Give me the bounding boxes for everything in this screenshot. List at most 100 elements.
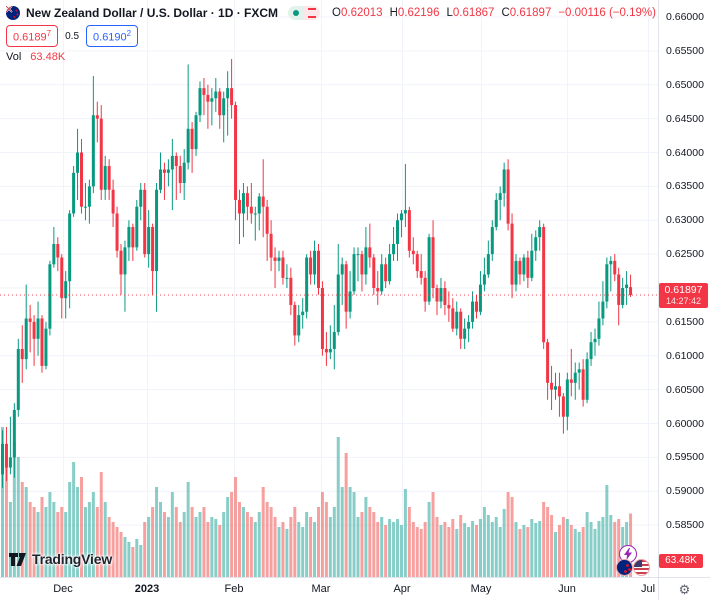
candle-body <box>95 115 99 119</box>
candle-body <box>589 342 593 360</box>
volume-bar <box>182 512 186 577</box>
candle-body <box>178 166 182 183</box>
volume-bar <box>64 512 68 577</box>
price-tick-label: 0.64500 <box>666 112 704 125</box>
price-tick-label: 0.65500 <box>666 44 704 57</box>
bid-button[interactable]: 0.61897 <box>6 25 59 47</box>
spread-label: 0.5 <box>65 30 80 42</box>
volume-bar <box>83 507 87 577</box>
volume-bar <box>348 487 352 577</box>
candle-body <box>257 196 261 214</box>
time-axis[interactable]: Dec 2023 Feb Mar Apr May Jun Jul <box>0 577 710 600</box>
symbol-title[interactable]: New Zealand Dollar / U.S. Dollar · 1D · … <box>26 6 279 20</box>
candle-body <box>324 348 328 353</box>
volume-bar <box>455 529 459 577</box>
volume-bar <box>218 525 222 577</box>
volume-bar <box>360 512 364 577</box>
ask-button[interactable]: 0.61902 <box>86 25 139 47</box>
candle-body <box>459 311 463 339</box>
price-tick-label: 0.63500 <box>666 180 704 193</box>
candle-body <box>87 186 91 207</box>
price-change: −0.00116 (−0.19%) <box>558 7 656 19</box>
volume-bar <box>593 529 597 577</box>
volume-bar <box>585 512 589 577</box>
chart-legend: New Zealand Dollar / U.S. Dollar · 1D · … <box>6 4 656 63</box>
candle-body <box>486 254 490 275</box>
time-tick-label: Jul <box>640 583 656 595</box>
candle-body <box>494 199 498 228</box>
nzd-symbol-flag-icon <box>6 6 20 20</box>
candle-body <box>396 220 399 244</box>
volume-bar <box>60 507 64 577</box>
volume-bar <box>542 502 546 577</box>
volume-bar <box>309 517 313 577</box>
candle-body <box>24 318 28 360</box>
volume-bar <box>538 521 542 577</box>
volume-bar <box>87 502 91 577</box>
candle-body <box>269 233 273 258</box>
volume-bar <box>573 529 577 577</box>
candle-body <box>56 243 60 258</box>
candle-body <box>253 213 257 215</box>
candle-body <box>127 227 131 248</box>
volume-bar <box>546 507 550 577</box>
candle-body <box>32 321 36 339</box>
candle-body <box>447 304 451 309</box>
volume-bar <box>431 492 435 577</box>
candle-body <box>40 318 44 366</box>
volume-bar <box>376 522 380 577</box>
volume-bar <box>328 517 332 577</box>
candle-body <box>467 321 471 329</box>
candle-body <box>538 227 542 238</box>
volume-bar <box>439 525 443 577</box>
candle-body <box>605 264 609 302</box>
volume-bar <box>301 527 305 577</box>
market-open-dot-icon <box>293 10 300 16</box>
candle-body <box>613 260 617 275</box>
candle-body <box>119 250 123 275</box>
volume-bar <box>411 522 415 577</box>
candle-body <box>301 311 305 316</box>
volume-bar <box>336 437 340 577</box>
candle-body <box>530 250 534 278</box>
candle-body <box>28 318 32 322</box>
market-status-pill[interactable] <box>288 6 321 20</box>
candle-body <box>281 257 285 278</box>
candle-body <box>522 257 526 275</box>
candle-body <box>313 250 317 275</box>
candle-body <box>91 115 95 187</box>
candle-body <box>170 155 174 170</box>
price-tick-label: 0.58500 <box>666 519 704 532</box>
volume-bar <box>320 492 324 577</box>
volume-bar <box>194 517 198 577</box>
volume-bar <box>423 522 427 577</box>
volume-bar <box>557 525 561 577</box>
candle-body <box>210 98 214 102</box>
tradingview-logo[interactable]: TradingView <box>8 551 112 567</box>
candle-body <box>478 284 482 312</box>
current-price-value: 0.61897 <box>664 283 703 296</box>
volume-bar <box>364 497 368 577</box>
candle-body <box>4 443 8 468</box>
candle-body <box>557 386 561 397</box>
volume-bar <box>16 457 20 577</box>
gear-icon[interactable]: ⚙ <box>678 581 691 597</box>
volume-bar <box>617 519 621 577</box>
candle-body <box>463 328 467 339</box>
candle-body <box>368 247 372 258</box>
price-tick-label: 0.61500 <box>666 315 704 328</box>
candle-body <box>162 169 166 173</box>
volume-bar <box>238 502 241 577</box>
candle-body <box>332 332 336 349</box>
volume-bar <box>589 522 593 577</box>
candle-body <box>80 152 83 207</box>
candle-body <box>68 213 72 282</box>
candle-body <box>36 318 40 339</box>
volume-bar <box>139 545 143 577</box>
candle-body <box>277 257 281 261</box>
candle-body <box>64 281 68 299</box>
candle-body <box>502 169 506 194</box>
volume-bar <box>162 512 166 577</box>
candle-body <box>52 243 56 265</box>
